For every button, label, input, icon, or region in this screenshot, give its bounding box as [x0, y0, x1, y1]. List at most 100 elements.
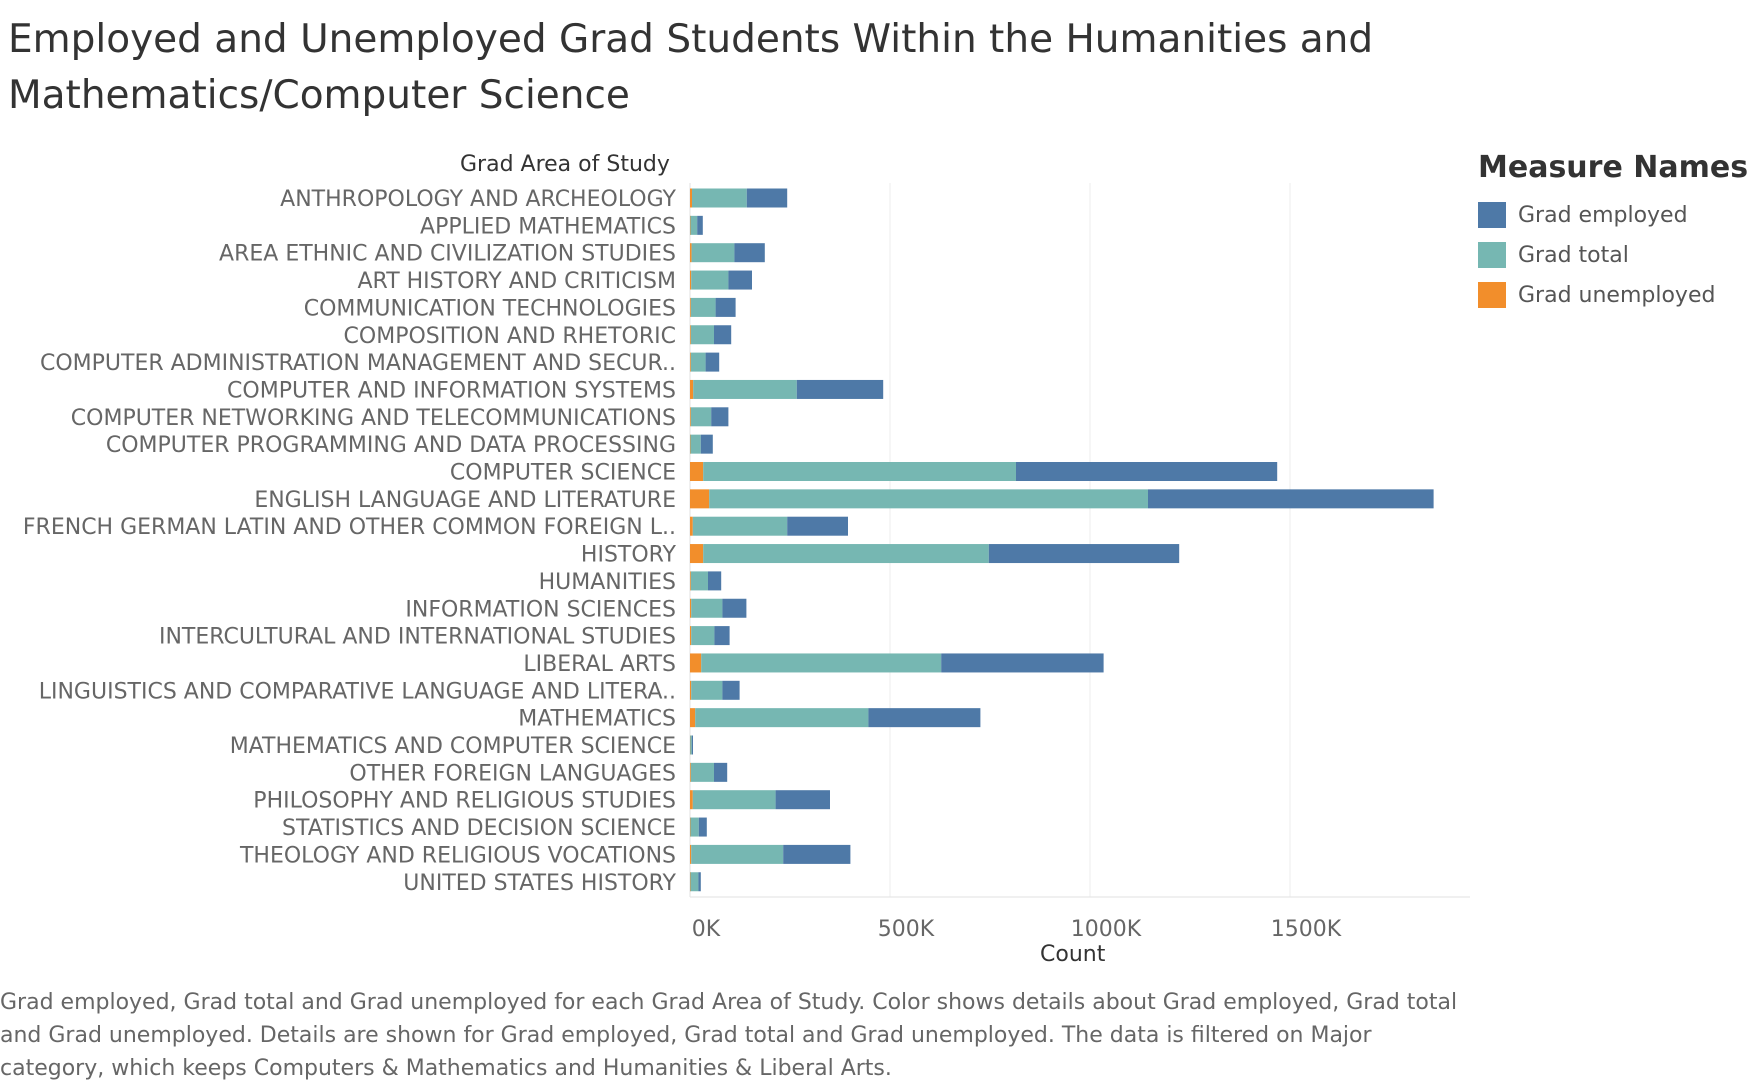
bar-segment-grad-total[interactable] [690, 352, 706, 372]
bar-segment-grad-total[interactable] [690, 297, 716, 317]
bar-segment-grad-total[interactable] [690, 872, 699, 892]
bar-segment-grad-employed[interactable] [868, 708, 981, 728]
bar-segment-grad-total[interactable] [692, 516, 788, 536]
category-label: MATHEMATICS [518, 707, 676, 732]
category-label: COMPUTER ADMINISTRATION MANAGEMENT AND S… [40, 351, 676, 376]
bar-segment-grad-employed[interactable] [941, 653, 1104, 673]
bar-segment-grad-employed[interactable] [708, 571, 722, 591]
bar-segment-grad-employed[interactable] [728, 270, 752, 290]
bar-segment-grad-total[interactable] [691, 270, 729, 290]
category-label: AREA ETHNIC AND CIVILIZATION STUDIES [219, 242, 676, 267]
category-label: INTERCULTURAL AND INTERNATIONAL STUDIES [159, 625, 676, 650]
bar-segment-grad-total[interactable] [692, 790, 776, 810]
bar-segment-grad-unemployed[interactable] [690, 407, 691, 427]
category-label: HUMANITIES [539, 570, 676, 595]
bar-segment-grad-total[interactable] [690, 817, 699, 837]
bar-segment-grad-total[interactable] [701, 653, 942, 673]
category-label: HISTORY [581, 543, 677, 568]
legend-item-grad-employed[interactable]: Grad employed [1478, 195, 1748, 235]
bar-segment-grad-total[interactable] [703, 544, 989, 564]
bar-segment-grad-employed[interactable] [1148, 489, 1434, 509]
bar-segment-grad-unemployed[interactable] [690, 598, 692, 618]
bar-segment-grad-unemployed[interactable] [690, 762, 691, 782]
bar-segment-grad-total[interactable] [690, 735, 692, 755]
bar-segment-grad-employed[interactable] [988, 544, 1180, 564]
bar-segment-grad-total[interactable] [691, 598, 723, 618]
bar-segment-grad-unemployed[interactable] [690, 544, 704, 564]
bar-segment-grad-employed[interactable] [1016, 462, 1278, 481]
legend-title: Measure Names [1478, 150, 1749, 185]
bar-segment-grad-unemployed[interactable] [690, 188, 692, 208]
bar-segment-grad-unemployed[interactable] [690, 844, 692, 864]
category-label: ANTHROPOLOGY AND ARCHEOLOGY [280, 187, 676, 212]
bar-segment-grad-employed[interactable] [796, 379, 884, 399]
bar-segment-grad-unemployed[interactable] [690, 571, 691, 591]
bar-segment-grad-unemployed[interactable] [690, 297, 691, 317]
bar-segment-grad-total[interactable] [691, 680, 723, 700]
chart-footnote: Grad employed, Grad total and Grad unemp… [0, 990, 1458, 1081]
x-axis-ticks: 0K 500K 1000K 1500K [692, 917, 1342, 942]
bar-segment-grad-total[interactable] [693, 379, 797, 399]
bar-segment-grad-unemployed[interactable] [690, 243, 692, 263]
bar-segment-grad-employed[interactable] [775, 790, 830, 810]
bar-segment-grad-total[interactable] [690, 215, 698, 235]
bar-segment-grad-total[interactable] [690, 407, 712, 427]
bar-segment-grad-employed[interactable] [705, 352, 720, 372]
bar-segment-grad-total[interactable] [690, 325, 714, 345]
bar-segment-grad-employed[interactable] [698, 872, 701, 892]
category-label: THEOLOGY AND RELIGIOUS VOCATIONS [239, 843, 676, 868]
x-tick-label: 0K [692, 917, 721, 942]
bar-segment-grad-unemployed[interactable] [690, 516, 693, 536]
gridlines [689, 183, 1470, 898]
legend-label: Grad employed [1518, 202, 1688, 228]
bar-segment-grad-unemployed[interactable] [690, 708, 696, 728]
bar-segment-grad-unemployed[interactable] [690, 352, 691, 372]
bar-segment-grad-total[interactable] [690, 571, 708, 591]
legend-label: Grad total [1518, 242, 1629, 268]
bar-segment-grad-employed[interactable] [787, 516, 848, 536]
bar-segment-grad-unemployed[interactable] [690, 379, 694, 399]
bar-segment-grad-unemployed[interactable] [690, 325, 691, 345]
category-label: LIBERAL ARTS [523, 652, 676, 677]
legend-item-grad-unemployed[interactable]: Grad unemployed [1478, 275, 1748, 315]
bar-segment-grad-employed[interactable] [714, 762, 728, 782]
bar-segment-grad-total[interactable] [709, 489, 1148, 509]
bar-segment-grad-total[interactable] [695, 708, 869, 728]
bar-segment-grad-employed[interactable] [783, 844, 851, 864]
bar-segment-grad-employed[interactable] [714, 626, 730, 646]
bar-segment-grad-total[interactable] [691, 626, 715, 646]
category-label: ENGLISH LANGUAGE AND LITERATURE [254, 488, 676, 513]
legend-item-grad-total[interactable]: Grad total [1478, 235, 1748, 275]
bar-segment-grad-unemployed[interactable] [690, 489, 710, 509]
bar-segment-grad-unemployed[interactable] [690, 462, 704, 481]
bar-segment-grad-employed[interactable] [700, 434, 713, 454]
bar-segment-grad-total[interactable] [691, 243, 735, 263]
chart-title: Employed and Unemployed Grad Students Wi… [8, 12, 1408, 124]
bar-segment-grad-total[interactable] [690, 434, 701, 454]
bar-segment-grad-employed[interactable] [715, 297, 736, 317]
bar-segment-grad-total[interactable] [703, 462, 1016, 481]
category-label: FRENCH GERMAN LATIN AND OTHER COMMON FOR… [23, 515, 676, 540]
bar-segment-grad-total[interactable] [692, 188, 747, 208]
bar-segment-grad-unemployed[interactable] [690, 653, 702, 673]
category-label: UNITED STATES HISTORY [403, 871, 676, 896]
bar-segment-grad-unemployed[interactable] [690, 626, 692, 646]
bar-segment-grad-total[interactable] [690, 762, 714, 782]
bar-segment-grad-unemployed[interactable] [690, 680, 692, 700]
bar-segment-grad-unemployed[interactable] [690, 790, 693, 810]
bar-segment-grad-employed[interactable] [698, 817, 707, 837]
bar-segment-grad-employed[interactable] [734, 243, 765, 263]
bar-segment-grad-employed[interactable] [691, 735, 693, 755]
bar-segment-grad-unemployed[interactable] [690, 270, 692, 290]
bar-segment-grad-total[interactable] [691, 844, 784, 864]
bar-segment-grad-employed[interactable] [697, 215, 703, 235]
category-label: COMMUNICATION TECHNOLOGIES [304, 296, 676, 321]
bar-segment-grad-employed[interactable] [722, 680, 740, 700]
bar-segment-grad-employed[interactable] [746, 188, 788, 208]
legend: Measure Names Grad employed Grad total G… [1478, 150, 1748, 315]
bar-segment-grad-employed[interactable] [714, 325, 732, 345]
bar-segment-grad-employed[interactable] [722, 598, 747, 618]
category-label: COMPOSITION AND RHETORIC [344, 324, 676, 349]
bar-segment-grad-employed[interactable] [711, 407, 729, 427]
